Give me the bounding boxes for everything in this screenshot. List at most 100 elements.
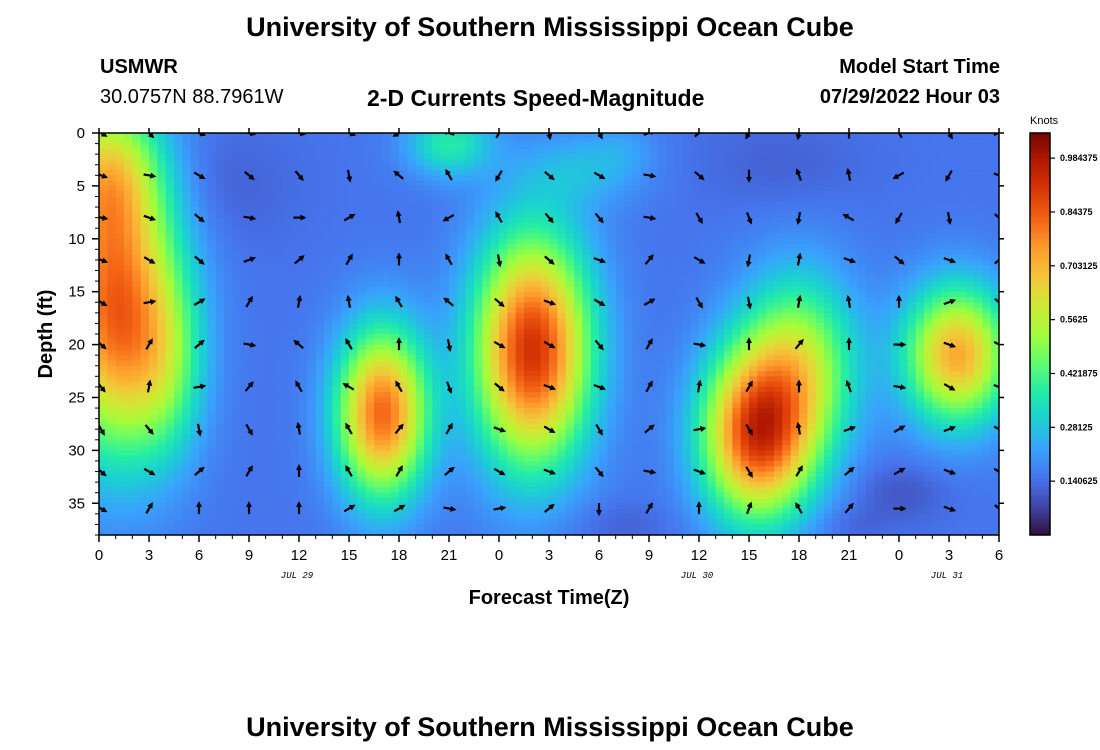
heat-cell <box>157 371 167 377</box>
heat-cell <box>724 339 733 346</box>
heat-cell <box>449 164 458 171</box>
heat-cell <box>415 228 425 235</box>
heat-cell <box>874 323 883 330</box>
heat-cell <box>565 154 575 161</box>
heat-cell <box>215 180 225 187</box>
heat-cell <box>665 339 675 346</box>
heat-cell <box>965 196 975 203</box>
heat-cell <box>157 376 167 383</box>
heat-cell <box>307 238 317 245</box>
heat-cell <box>707 154 717 161</box>
heat-cell <box>640 217 650 224</box>
heat-cell <box>607 196 617 203</box>
heat-cell <box>174 323 183 330</box>
heat-cell <box>815 143 825 150</box>
heat-cell <box>790 180 800 187</box>
heat-cell <box>149 238 158 245</box>
heat-cell <box>407 228 417 235</box>
heat-cell <box>174 175 183 182</box>
heat-cell <box>615 339 625 346</box>
heat-cell <box>440 334 450 340</box>
heat-cell <box>949 159 958 166</box>
heat-cell <box>140 175 150 182</box>
heat-cell <box>515 191 525 198</box>
heat-cell <box>274 238 283 245</box>
heat-cell <box>424 238 433 245</box>
heat-cell <box>232 217 242 224</box>
heat-cell <box>640 355 650 362</box>
heat-cell <box>782 154 792 161</box>
heat-cell <box>224 339 233 346</box>
heat-cell <box>974 371 983 377</box>
heat-cell <box>632 201 642 208</box>
heat-cell <box>232 138 242 145</box>
heat-cell <box>207 138 217 145</box>
heat-cell <box>807 312 817 319</box>
heat-cell <box>182 154 192 161</box>
heat-cell <box>332 201 342 208</box>
heat-cell <box>849 312 858 319</box>
heat-cell <box>882 148 892 155</box>
heat-cell <box>249 307 258 314</box>
heat-cell <box>240 212 250 219</box>
heat-cell <box>574 222 583 229</box>
heat-cell <box>415 138 425 145</box>
heat-cell <box>499 355 508 362</box>
heat-cell <box>932 291 942 298</box>
heat-cell <box>324 328 333 335</box>
heat-cell <box>457 138 467 145</box>
heat-cell <box>857 222 867 229</box>
heat-cell <box>382 207 392 213</box>
heat-cell <box>874 318 883 325</box>
heat-cell <box>965 259 975 266</box>
heat-cell <box>924 154 933 161</box>
heat-cell <box>315 185 325 192</box>
heat-cell <box>924 170 933 176</box>
heat-cell <box>440 328 450 335</box>
heat-cell <box>865 207 875 213</box>
heat-cell <box>874 201 883 208</box>
heat-cell <box>690 334 700 340</box>
heat-cell <box>674 371 683 377</box>
heat-cell <box>390 302 400 309</box>
heat-cell <box>615 148 625 155</box>
heat-cell <box>357 170 367 176</box>
heat-cell <box>507 143 517 150</box>
heat-cell <box>249 159 258 166</box>
heat-cell <box>924 148 933 155</box>
heat-cell <box>840 222 850 229</box>
heat-cell <box>882 259 892 266</box>
heat-cell <box>615 259 625 266</box>
heat-cell <box>574 254 583 261</box>
heat-cell <box>607 360 617 367</box>
heat-cell <box>657 175 667 182</box>
heat-cell <box>557 334 567 340</box>
heat-cell <box>490 312 500 319</box>
heat-cell <box>682 296 692 303</box>
heat-cell <box>557 191 567 198</box>
heat-cell <box>590 222 600 229</box>
heat-cell <box>582 296 592 303</box>
heat-cell <box>874 328 883 335</box>
heat-cell <box>207 222 217 229</box>
heat-cell <box>224 270 233 277</box>
heat-cell <box>857 159 867 166</box>
heat-cell <box>290 228 300 235</box>
heat-cell <box>165 170 175 176</box>
heat-cell <box>749 217 758 224</box>
heat-cell <box>140 233 150 240</box>
heat-cell <box>232 207 242 213</box>
heat-cell <box>207 207 217 213</box>
heat-cell <box>432 175 442 182</box>
heat-cell <box>599 185 608 192</box>
heat-cell <box>807 334 817 340</box>
heat-cell <box>507 270 517 277</box>
heat-cell <box>432 365 442 372</box>
heat-cell <box>507 212 517 219</box>
heat-cell <box>290 180 300 187</box>
heat-cell <box>715 349 725 356</box>
heat-cell <box>774 228 783 235</box>
heat-cell <box>165 265 175 272</box>
heat-cell <box>907 154 917 161</box>
heat-cell <box>707 270 717 277</box>
